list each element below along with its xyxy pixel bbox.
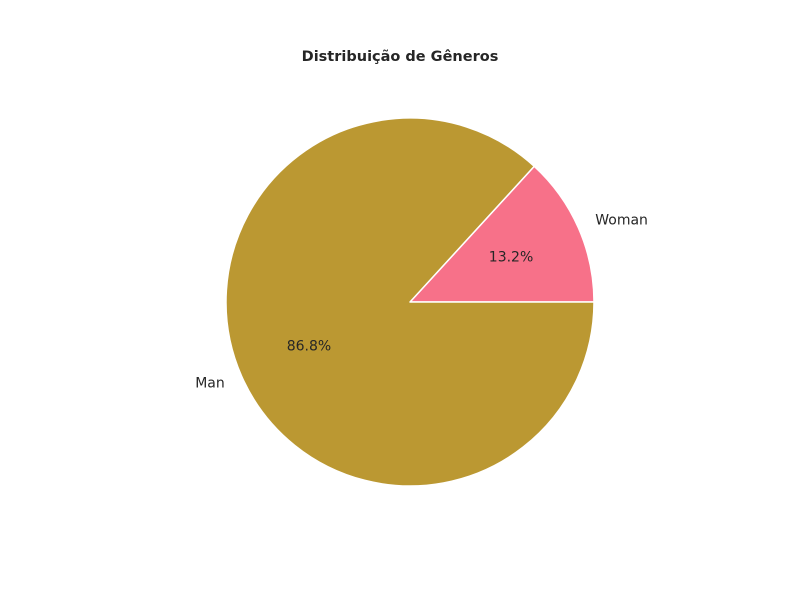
slice-label-woman: Woman — [595, 212, 648, 228]
pie-labels: Woman 13.2% Man 86.8% — [195, 212, 648, 391]
pct-label-man: 86.8% — [287, 338, 331, 354]
pie-slice-man — [225, 117, 595, 487]
pct-label-woman: 13.2% — [489, 250, 533, 266]
slice-label-man: Man — [195, 376, 225, 392]
chart-title: Distribuição de Gêneros — [301, 49, 499, 65]
pie-slices — [225, 117, 595, 487]
pie-slice-woman — [409, 165, 595, 303]
